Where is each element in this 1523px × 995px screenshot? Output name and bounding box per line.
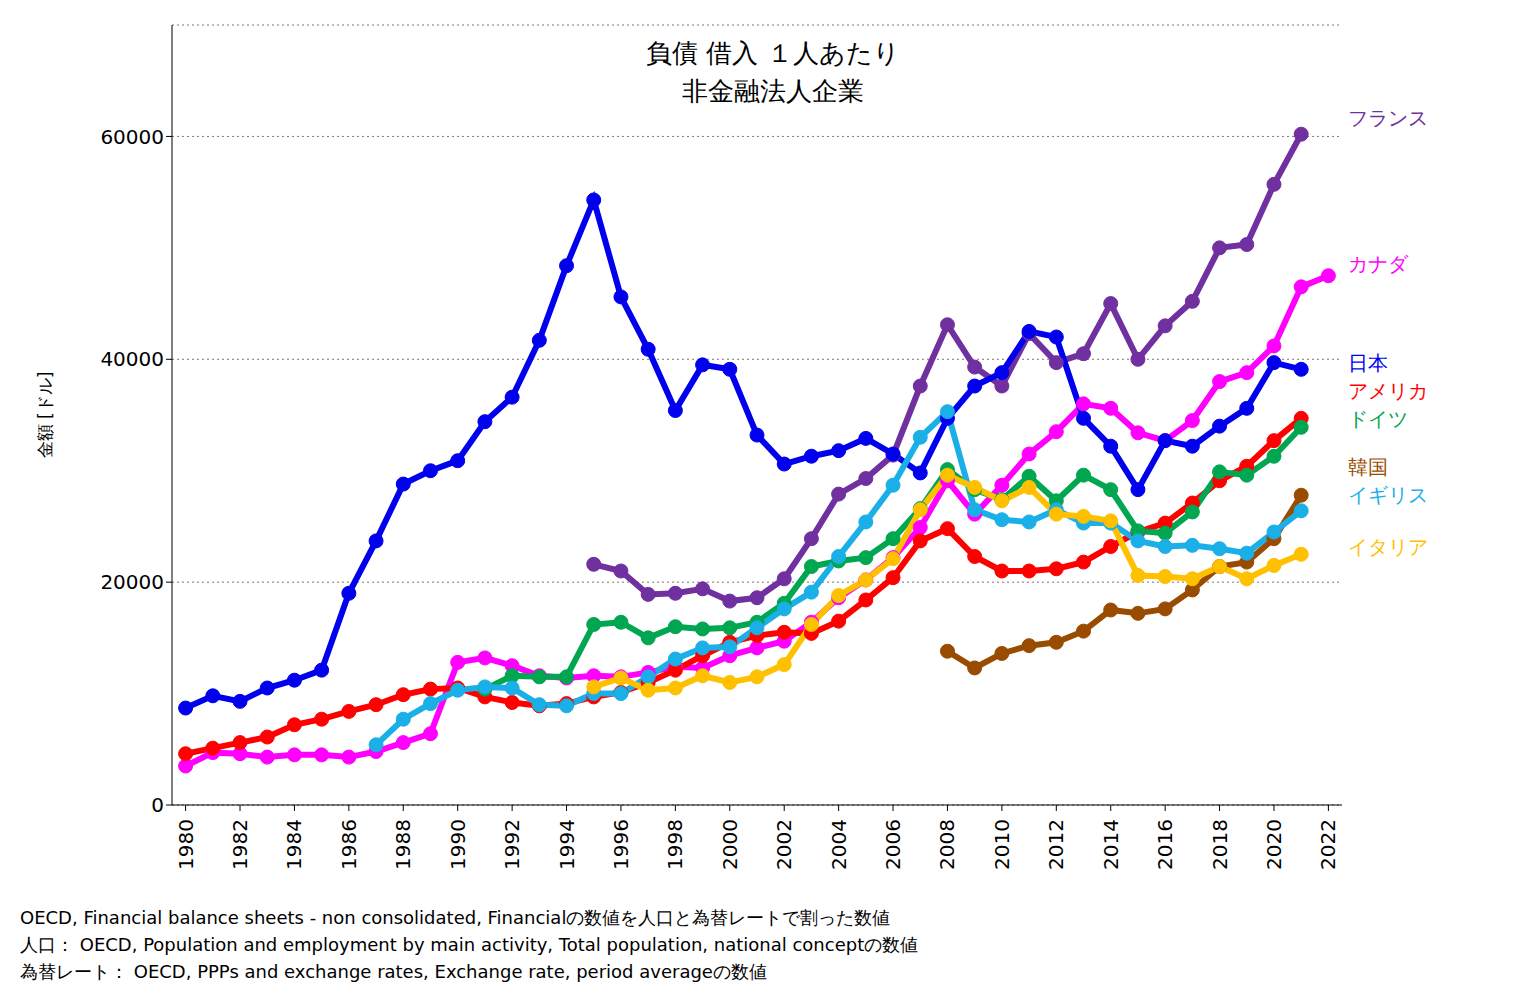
svg-text:金額 [ドル]: 金額 [ドル] [35, 372, 55, 459]
svg-text:2022: 2022 [1316, 819, 1340, 870]
svg-text:2004: 2004 [827, 819, 851, 870]
html-text:人口： OECD, Population and emplo: 人口： OECD, Population and employment by m… [20, 934, 919, 955]
svg-text:40000: 40000 [100, 347, 164, 371]
svg-text:1984: 1984 [282, 819, 306, 870]
html-text:OECD, Financial balance sheets: OECD, Financial balance sheets - non con… [20, 907, 891, 928]
svg-text:2010: 2010 [990, 819, 1014, 870]
html-text:負債 借入 １人あたり: 負債 借入 １人あたり [646, 38, 900, 68]
html-text:カナダ: カナダ [1348, 252, 1408, 276]
svg-text:1986: 1986 [337, 819, 361, 870]
svg-text:1992: 1992 [500, 819, 524, 870]
html-text:イタリア: イタリア [1348, 535, 1428, 559]
svg-text:20000: 20000 [100, 570, 164, 594]
svg-text:1988: 1988 [391, 819, 415, 870]
html-text:為替レート： OECD, PPPs and exchange: 為替レート： OECD, PPPs and exchange rates, Ex… [20, 961, 767, 982]
svg-text:0: 0 [151, 793, 164, 817]
svg-text:1990: 1990 [446, 819, 470, 870]
svg-text:2008: 2008 [935, 819, 959, 870]
svg-text:1996: 1996 [609, 819, 633, 870]
svg-text:2020: 2020 [1262, 819, 1286, 870]
svg-text:2012: 2012 [1044, 819, 1068, 870]
svg-text:2006: 2006 [881, 819, 905, 870]
html-text:非金融法人企業: 非金融法人企業 [682, 76, 864, 106]
svg-text:1982: 1982 [228, 819, 252, 870]
html-text:フランス: フランス [1348, 106, 1428, 130]
svg-text:1998: 1998 [663, 819, 687, 870]
svg-text:1980: 1980 [174, 819, 198, 870]
svg-text:60000: 60000 [100, 125, 164, 149]
svg-text:2016: 2016 [1153, 819, 1177, 870]
svg-text:2000: 2000 [718, 819, 742, 870]
html-text:韓国: 韓国 [1348, 455, 1388, 479]
svg-text:2014: 2014 [1099, 819, 1123, 870]
svg-text:2002: 2002 [772, 819, 796, 870]
html-text:イギリス: イギリス [1348, 483, 1428, 507]
html-text:ドイツ: ドイツ [1348, 407, 1408, 431]
svg-text:2018: 2018 [1208, 819, 1232, 870]
html-text:アメリカ: アメリカ [1348, 379, 1428, 403]
html-text:日本: 日本 [1348, 351, 1388, 375]
svg-text:1994: 1994 [555, 819, 579, 870]
